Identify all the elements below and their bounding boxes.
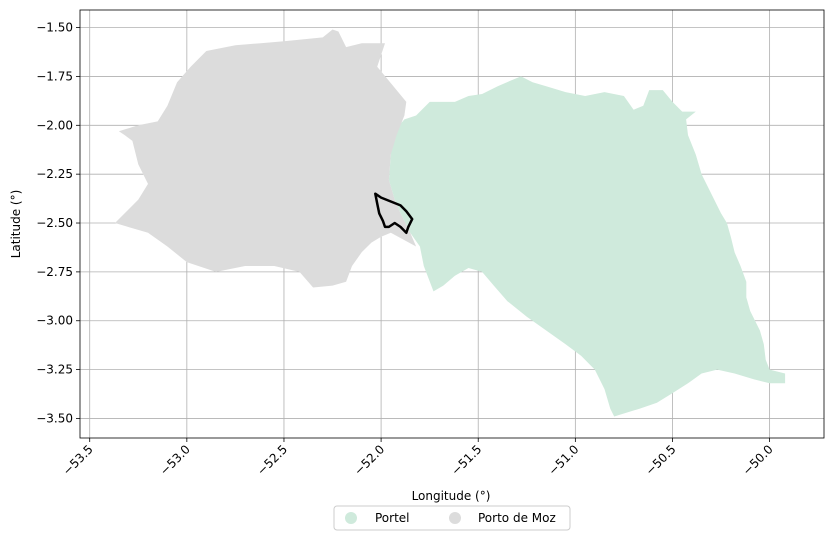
y-tick-label: −2.00	[36, 118, 73, 132]
y-tick-label: −3.00	[36, 314, 73, 328]
y-tick-label: −2.50	[36, 216, 73, 230]
y-tick-label: −1.50	[36, 21, 73, 35]
legend: Portel Porto de Moz	[333, 505, 571, 531]
y-tick-label: −3.25	[36, 363, 73, 377]
y-axis-label: Latitude (°)	[9, 190, 23, 259]
legend-porto-de-moz-label: Porto de Moz	[478, 511, 556, 525]
y-tick-label: −3.50	[36, 411, 73, 425]
y-axis-ticks: −1.50 −1.75 −2.00 −2.25 −2.50 −2.75 −3.00 −3.25…	[36, 21, 80, 425]
region-porto-de-moz	[115, 29, 417, 288]
y-tick-label: −2.25	[36, 167, 73, 181]
region-layer	[115, 29, 786, 417]
legend-porto-de-moz-marker	[449, 512, 461, 524]
outline-layer	[374, 192, 414, 235]
boundary-outline	[374, 192, 414, 235]
x-axis-label: Longitude (°)	[412, 489, 491, 503]
region-portel	[388, 76, 786, 417]
legend-portel-marker	[345, 512, 357, 524]
y-tick-label: −2.75	[36, 265, 73, 279]
legend-portel-label: Portel	[375, 511, 410, 525]
y-tick-label: −1.75	[36, 69, 73, 83]
plot-frame	[79, 9, 825, 439]
